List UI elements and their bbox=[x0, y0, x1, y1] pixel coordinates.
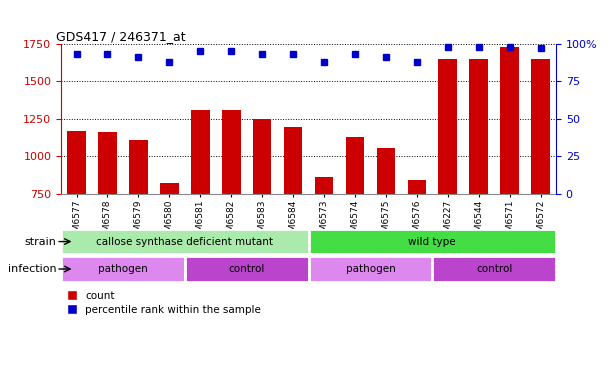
Bar bbox=[160, 183, 178, 194]
Bar bbox=[531, 59, 550, 194]
Bar bbox=[315, 178, 334, 194]
Bar bbox=[408, 180, 426, 194]
Text: GDS417 / 246371_at: GDS417 / 246371_at bbox=[56, 30, 186, 43]
Bar bbox=[98, 132, 117, 194]
Bar bbox=[439, 59, 457, 194]
Text: pathogen: pathogen bbox=[98, 264, 148, 274]
Bar bbox=[185, 256, 309, 282]
Bar bbox=[346, 137, 364, 194]
Bar bbox=[61, 229, 309, 254]
Text: pathogen: pathogen bbox=[346, 264, 395, 274]
Bar bbox=[309, 229, 556, 254]
Bar bbox=[376, 148, 395, 194]
Bar bbox=[61, 256, 185, 282]
Bar bbox=[433, 256, 556, 282]
Bar bbox=[67, 131, 86, 194]
Text: strain: strain bbox=[24, 236, 56, 247]
Text: infection: infection bbox=[7, 264, 56, 274]
Bar bbox=[129, 140, 148, 194]
Text: callose synthase deficient mutant: callose synthase deficient mutant bbox=[97, 236, 273, 247]
Bar bbox=[309, 256, 433, 282]
Bar bbox=[469, 59, 488, 194]
Text: control: control bbox=[229, 264, 265, 274]
Legend: count, percentile rank within the sample: count, percentile rank within the sample bbox=[67, 291, 261, 315]
Bar bbox=[284, 127, 302, 194]
Bar bbox=[500, 47, 519, 194]
Text: wild type: wild type bbox=[409, 236, 456, 247]
Bar bbox=[253, 119, 271, 194]
Bar bbox=[191, 110, 210, 194]
Bar bbox=[222, 110, 241, 194]
Text: control: control bbox=[476, 264, 513, 274]
